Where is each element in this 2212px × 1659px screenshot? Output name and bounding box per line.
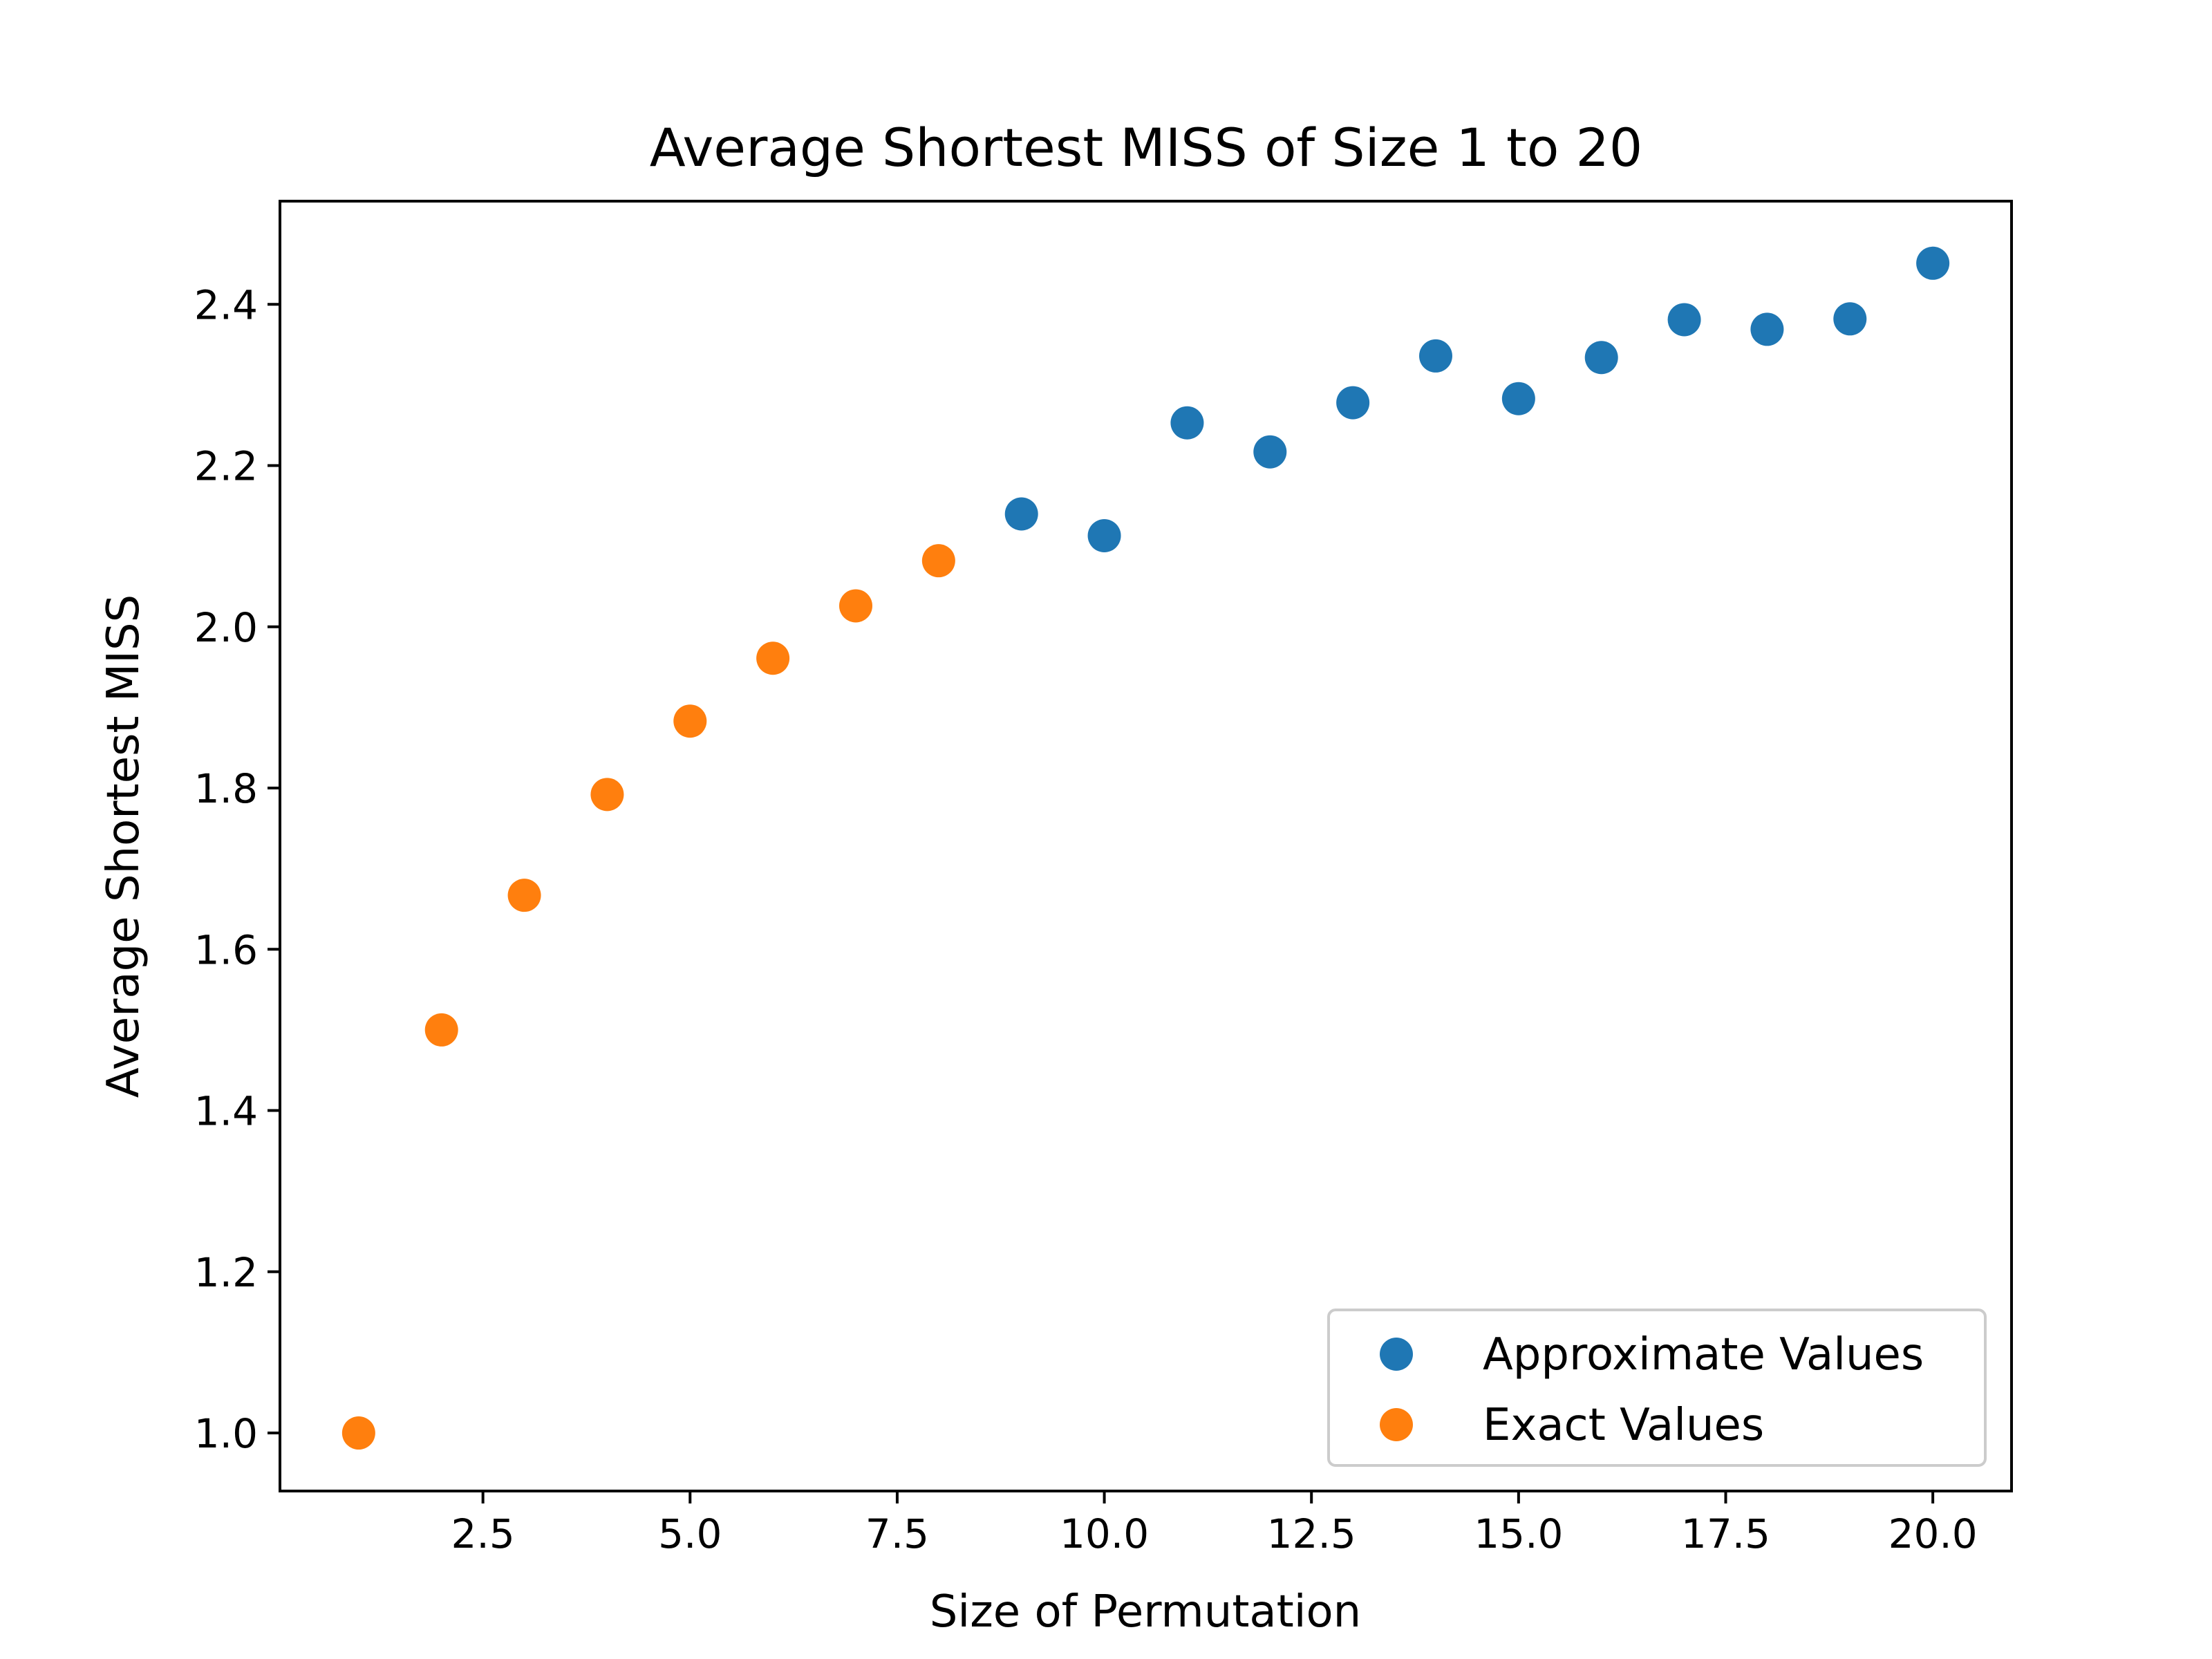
- exact-point: [673, 704, 707, 738]
- x-tick-label: 10.0: [1060, 1510, 1149, 1557]
- approximate-point: [1584, 341, 1618, 375]
- y-axis-label: Average Shortest MISS: [98, 594, 149, 1098]
- legend-marker-exact: [1380, 1408, 1413, 1441]
- x-tick-label: 15.0: [1474, 1510, 1563, 1557]
- x-tick-label: 20.0: [1888, 1510, 1978, 1557]
- plot-points: [341, 246, 1950, 1450]
- legend-box: [1327, 1309, 1987, 1467]
- y-tick-label: 1.2: [194, 1249, 258, 1296]
- approximate-point: [1087, 518, 1121, 552]
- approximate-point: [1833, 302, 1867, 336]
- x-tick-label: 17.5: [1681, 1510, 1770, 1557]
- y-tick-label: 1.4: [194, 1088, 258, 1135]
- x-axis-label: Size of Permutation: [930, 1586, 1361, 1638]
- x-tick-label: 2.5: [451, 1510, 515, 1557]
- approximate-point: [1501, 382, 1535, 415]
- exact-point: [839, 589, 873, 623]
- exact-point: [756, 641, 790, 675]
- legend-marker-approximate: [1380, 1338, 1413, 1371]
- exact-point: [921, 544, 955, 578]
- approximate-point: [1170, 406, 1204, 440]
- x-axis: 2.5 5.0 7.5 10.0 12.5 15.0 17.5 20.0: [451, 1491, 1978, 1557]
- y-tick-label: 1.8: [194, 765, 258, 812]
- legend: Approximate Values Exact Values: [1327, 1309, 1987, 1467]
- y-tick-label: 2.0: [194, 604, 258, 651]
- x-tick-label: 12.5: [1267, 1510, 1356, 1557]
- legend-label-exact: Exact Values: [1483, 1400, 1764, 1451]
- chart-title: Average Shortest MISS of Size 1 to 20: [650, 117, 1642, 178]
- approximate-point: [1336, 386, 1370, 420]
- y-tick-label: 1.0: [194, 1410, 258, 1457]
- approximate-point: [1916, 246, 1950, 280]
- exact-point: [341, 1416, 375, 1450]
- approximate-point: [1253, 435, 1287, 469]
- y-tick-label: 1.6: [194, 926, 258, 973]
- approximate-point: [1667, 303, 1701, 337]
- exact-point: [424, 1013, 458, 1047]
- approximate-point: [1004, 497, 1038, 531]
- legend-label-approximate: Approximate Values: [1483, 1329, 1924, 1380]
- x-tick-label: 7.5: [865, 1510, 929, 1557]
- plot-frame: [279, 200, 2013, 1492]
- approximate-point: [1750, 312, 1784, 346]
- exact-point: [507, 879, 541, 912]
- exact-point: [590, 778, 624, 812]
- y-axis: 1.0 1.2 1.4 1.6 1.8 2.0 2.2 2.4: [194, 281, 280, 1457]
- x-tick-label: 5.0: [658, 1510, 722, 1557]
- y-tick-label: 2.2: [194, 443, 258, 490]
- y-tick-label: 2.4: [194, 281, 258, 328]
- approximate-point: [1418, 339, 1452, 373]
